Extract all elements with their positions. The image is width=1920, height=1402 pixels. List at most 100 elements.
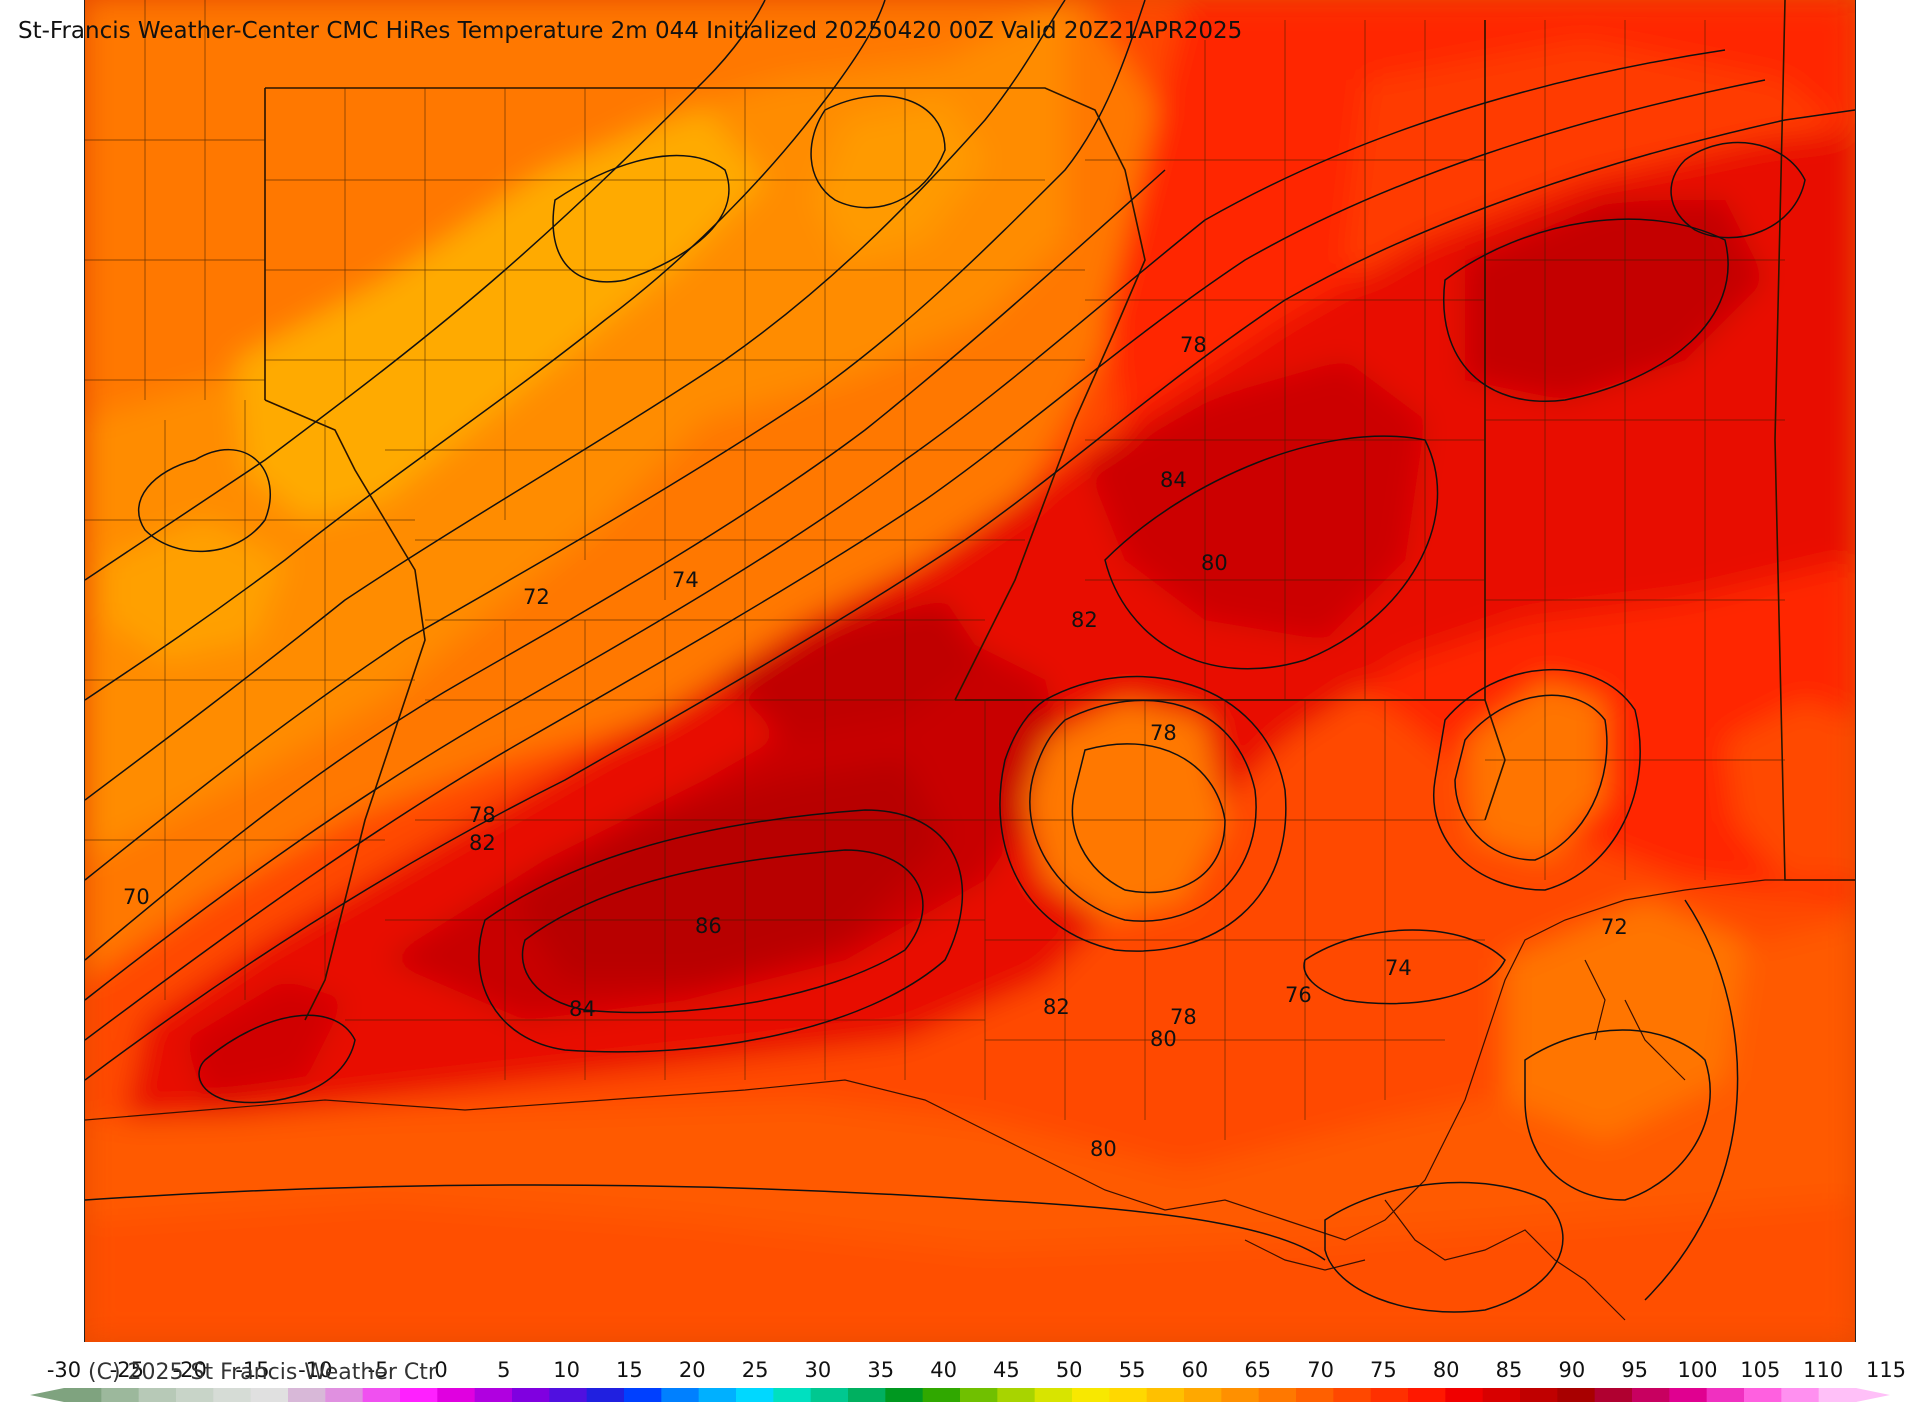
coastline — [85, 879, 1855, 1321]
colorbar-cell — [1184, 1388, 1222, 1402]
contour-label: 74 — [1385, 956, 1412, 980]
colorbar-cell — [362, 1388, 401, 1402]
colorbar-cell — [1034, 1388, 1073, 1402]
colorbar-tick-label: -10 — [298, 1358, 333, 1382]
contour-label: 82 — [1043, 995, 1070, 1019]
colorbar-cell — [848, 1388, 886, 1402]
copyright-notice: (C) 2025 St Francis Weather Ctr — [88, 1360, 437, 1385]
colorbar-tick-label: 70 — [1307, 1358, 1334, 1382]
colorbar-tick-label: 110 — [1803, 1358, 1844, 1382]
colorbar-cell — [512, 1388, 550, 1402]
colorbar-tick-label: 85 — [1495, 1358, 1523, 1382]
colorbar-tick-labels: -30 -25 -20 -15 -10 -5 0 5 10 15 20 25 30 35 40 45 50 55 6… — [0, 1358, 1920, 1386]
colorbar-low-arrow — [30, 1388, 64, 1402]
colorbar-tick-label: 100 — [1677, 1358, 1718, 1382]
colorbar-cell — [1520, 1388, 1558, 1402]
contour-label: 76 — [1285, 983, 1312, 1007]
colorbar-tick-label: 65 — [1244, 1358, 1272, 1382]
colorbar-tick-label: -15 — [235, 1358, 270, 1382]
colorbar-cell — [138, 1388, 177, 1402]
colorbar-tick-label: 90 — [1558, 1358, 1586, 1382]
colorbar-cell — [624, 1388, 662, 1402]
colorbar-tick-label: 115 — [1865, 1358, 1907, 1382]
colorbar-cell — [1818, 1388, 1857, 1402]
map-canvas: 78 84 80 82 72 74 78 78 82 70 86 84 82 7… — [85, 0, 1855, 1342]
contour-label-group: 78 84 80 82 72 74 78 78 82 70 86 84 82 7… — [123, 333, 1628, 1161]
colorbar-tick-label: 5 — [497, 1358, 511, 1382]
contour-label: 78 — [1170, 1005, 1197, 1029]
colorbar-cell — [885, 1388, 924, 1402]
colorbar-cell — [101, 1388, 140, 1402]
contour-label: 80 — [1150, 1027, 1177, 1051]
colorbar-cell — [1072, 1388, 1110, 1402]
colorbar-cell — [1482, 1388, 1521, 1402]
colorbar-cell — [698, 1388, 737, 1402]
colorbar-tick-label: 0 — [434, 1358, 448, 1382]
contour-label: 72 — [1601, 915, 1628, 939]
colorbar-tick-label: 30 — [804, 1358, 832, 1382]
colorbar-cell — [1445, 1388, 1484, 1402]
colorbar-tick-label: 25 — [741, 1358, 769, 1382]
contour-label: 78 — [1150, 721, 1177, 745]
colorbar-tick-label: -5 — [367, 1358, 389, 1382]
colorbar-cell — [176, 1388, 214, 1402]
colorbar-tick-label: -25 — [109, 1358, 144, 1382]
colorbar-cell — [474, 1388, 513, 1402]
contour-label: 86 — [695, 914, 722, 938]
colorbar-cell — [325, 1388, 364, 1402]
colorbar-cell — [1669, 1388, 1708, 1402]
colorbar-tick-label: 40 — [930, 1358, 957, 1382]
colorbar-tick-label: 60 — [1181, 1358, 1209, 1382]
colorbar-tick-label: 10 — [553, 1358, 580, 1382]
contour-label: 84 — [569, 997, 596, 1021]
colorbar-cell — [1333, 1388, 1372, 1402]
colorbar-cell — [1557, 1388, 1596, 1402]
contour-label: 80 — [1201, 551, 1228, 575]
contour-label: 82 — [469, 831, 496, 855]
colorbar-cell — [810, 1388, 849, 1402]
colorbar-cell — [1370, 1388, 1409, 1402]
contour-label: 84 — [1160, 468, 1187, 492]
map-title: St-Francis Weather-Center CMC HiRes Temp… — [18, 18, 1243, 44]
colorbar-tick-label: 35 — [867, 1358, 895, 1382]
colorbar-cell — [773, 1388, 812, 1402]
colorbar-tick-label: 50 — [1055, 1358, 1083, 1382]
colorbar-cell — [437, 1388, 476, 1402]
colorbar-cell — [997, 1388, 1036, 1402]
colorbar-cell — [549, 1388, 588, 1402]
county-boundaries — [85, 0, 1785, 1140]
colorbar-cell — [288, 1388, 326, 1402]
temperature-map[interactable]: 78 84 80 82 72 74 78 78 82 70 86 84 82 7… — [84, 0, 1856, 1342]
colorbar-tick-label: 105 — [1740, 1358, 1781, 1382]
contour-label: 78 — [469, 803, 496, 827]
colorbar-cell — [586, 1388, 625, 1402]
colorbar-cell — [1408, 1388, 1446, 1402]
temperature-colorbar — [30, 1388, 1890, 1402]
colorbar-tick-label: 20 — [678, 1358, 706, 1382]
colorbar-high-arrow — [1856, 1388, 1890, 1402]
colorbar-tick-label: -30 — [46, 1358, 82, 1382]
colorbar-tick-label: 15 — [616, 1358, 643, 1382]
isotherm-contours — [85, 0, 1855, 1313]
contour-label: 74 — [672, 568, 699, 592]
colorbar-tick-label: 95 — [1621, 1358, 1649, 1382]
colorbar-cell — [1258, 1388, 1297, 1402]
colorbar-cell — [1781, 1388, 1820, 1402]
colorbar-cell — [1632, 1388, 1670, 1402]
colorbar-tick-label: 55 — [1118, 1358, 1146, 1382]
colorbar-cell — [960, 1388, 998, 1402]
colorbar-cell — [1221, 1388, 1260, 1402]
colorbar-cell — [661, 1388, 700, 1402]
colorbar-cell — [1109, 1388, 1148, 1402]
colorbar-tick-label: 75 — [1370, 1358, 1397, 1382]
colorbar-cell — [1594, 1388, 1633, 1402]
colorbar-cell — [213, 1388, 252, 1402]
colorbar-tick-label: 45 — [993, 1358, 1020, 1382]
temperature-fill-layer — [85, 0, 1855, 1342]
colorbar-cell — [736, 1388, 774, 1402]
colorbar-cell — [1296, 1388, 1334, 1402]
contour-label: 82 — [1071, 608, 1098, 632]
colorbar-tick-label: -20 — [172, 1358, 207, 1382]
colorbar-cell — [1706, 1388, 1745, 1402]
colorbar-cell — [922, 1388, 961, 1402]
